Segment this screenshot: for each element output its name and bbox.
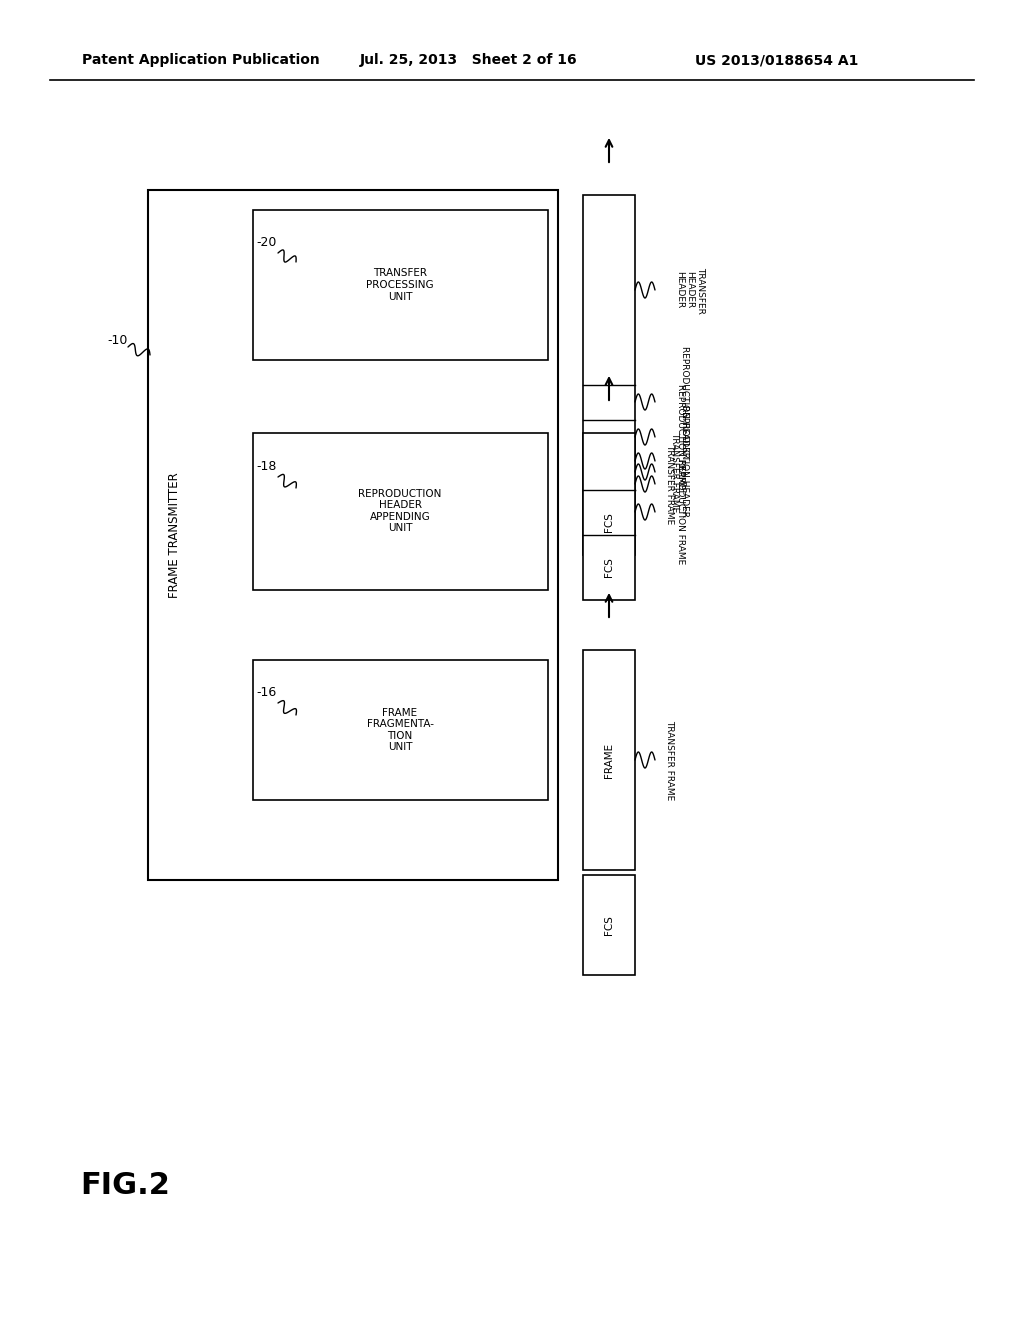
Bar (253, 210, 548, 360)
Text: -16: -16 (256, 686, 276, 700)
Bar (253, 660, 548, 800)
Text: TRANSFER FRAME: TRANSFER FRAME (666, 444, 675, 524)
Text: Jul. 25, 2013   Sheet 2 of 16: Jul. 25, 2013 Sheet 2 of 16 (360, 53, 578, 67)
Text: FCS: FCS (604, 915, 614, 935)
Bar (583, 649, 635, 870)
Text: US 2013/0188654 A1: US 2013/0188654 A1 (695, 53, 858, 67)
Text: FCS: FCS (604, 512, 614, 532)
Text: TRANSFER FRAME: TRANSFER FRAME (671, 432, 680, 512)
Text: FRAME: FRAME (604, 742, 614, 777)
Text: -18: -18 (256, 461, 276, 474)
Bar (148, 190, 558, 880)
Text: REPRODUCTION
HEADER
APPENDING
UNIT: REPRODUCTION HEADER APPENDING UNIT (358, 488, 441, 533)
Text: TRANSFER
HEADER
HEADER: TRANSFER HEADER HEADER (675, 267, 705, 313)
Text: TRANSFER FRAME: TRANSFER FRAME (666, 719, 675, 800)
Text: Patent Application Publication: Patent Application Publication (82, 53, 319, 67)
Text: -20: -20 (256, 236, 276, 249)
Bar (583, 195, 635, 554)
Text: FIG.2: FIG.2 (80, 1171, 170, 1200)
Bar (583, 433, 635, 601)
Text: FRAME
FRAGMENTA-
TION
UNIT: FRAME FRAGMENTA- TION UNIT (367, 708, 433, 752)
Bar (583, 875, 635, 975)
Text: FRAME TRANSMITTER: FRAME TRANSMITTER (169, 473, 181, 598)
Text: TRANSFER
PROCESSING
UNIT: TRANSFER PROCESSING UNIT (367, 268, 434, 301)
Text: REPRODUCTION HEADER: REPRODUCTION HEADER (681, 405, 689, 517)
Text: REPRODUCTION HEADER: REPRODUCTION HEADER (681, 346, 689, 458)
Bar (253, 433, 548, 590)
Text: FCS: FCS (604, 557, 614, 577)
Text: -10: -10 (106, 334, 127, 346)
Text: REPRODUCTION FRAME: REPRODUCTION FRAME (676, 459, 684, 565)
Text: REPRODUCTION FRAME: REPRODUCTION FRAME (676, 384, 684, 490)
